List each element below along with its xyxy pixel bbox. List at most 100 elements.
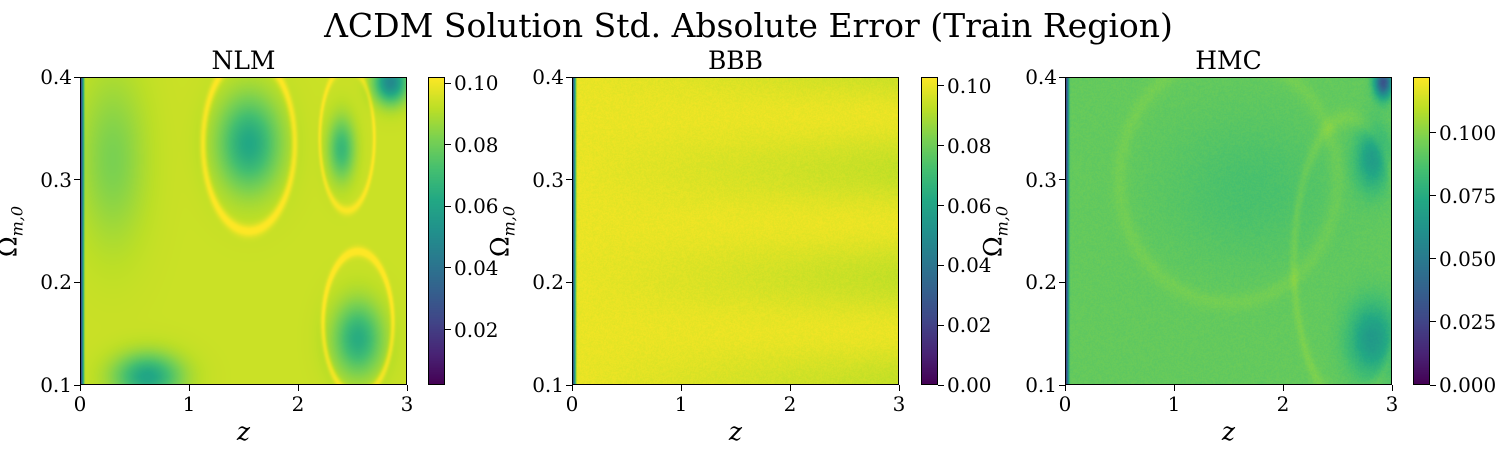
x-tick-mark <box>1064 385 1066 391</box>
colorbar-tick-label: 0.000 <box>1439 373 1497 397</box>
y-tick-mark <box>1059 384 1065 386</box>
colorbar-tick-mark <box>938 85 944 87</box>
colorbar-tick-label: 0.06 <box>454 194 499 219</box>
y-tick-mark <box>74 179 80 181</box>
colorbar-tick-mark <box>445 205 451 207</box>
y-tick-mark <box>566 281 572 283</box>
x-tick-label: 3 <box>1385 392 1399 416</box>
colorbar-tick-mark <box>1430 258 1436 260</box>
colorbar-tick-label: 0.04 <box>947 253 992 278</box>
y-axis-label-sub: m,0 <box>7 205 27 237</box>
y-axis-label-main: Ω <box>978 236 1008 258</box>
colorbar-tick-mark <box>938 384 944 386</box>
y-tick-mark <box>566 179 572 181</box>
x-tick-mark <box>898 385 900 391</box>
y-tick-label: 0.3 <box>532 167 564 192</box>
x-tick-mark <box>680 385 682 391</box>
y-tick-mark <box>1059 76 1065 78</box>
x-tick-label: 0 <box>1058 392 1072 416</box>
colorbar-tick-label: 0.075 <box>1439 183 1497 208</box>
y-tick-label: 0.4 <box>532 65 564 89</box>
y-axis-label-sub: m,0 <box>992 205 1012 237</box>
y-axis-label-main: Ω <box>485 236 515 258</box>
colorbar-tick-mark <box>1430 132 1436 134</box>
colorbar-tick-label: 0.025 <box>1439 309 1497 334</box>
x-tick-label: 1 <box>674 392 688 416</box>
colorbar-tick-mark <box>938 324 944 326</box>
y-tick-label: 0.1 <box>40 373 72 397</box>
y-tick-label: 0.4 <box>1025 65 1057 89</box>
panel-title: NLM <box>211 46 276 75</box>
colorbar-tick-mark <box>445 144 451 146</box>
colorbar-tick-mark <box>445 82 451 84</box>
colorbar <box>1413 77 1430 385</box>
colorbar-tick-label: 0.04 <box>454 255 499 280</box>
x-axis-label: z <box>236 417 251 446</box>
colorbar-tick-mark <box>1430 384 1436 386</box>
panel-title: HMC <box>1195 46 1262 75</box>
x-tick-mark <box>571 385 573 391</box>
heatmap-nlm <box>80 77 407 385</box>
x-tick-mark <box>406 385 408 391</box>
colorbar-tick-mark <box>938 264 944 266</box>
y-tick-label: 0.1 <box>1025 373 1057 397</box>
colorbar-tick-label: 0.10 <box>454 71 499 96</box>
colorbar-tick-label: 0.08 <box>947 133 992 158</box>
y-tick-label: 0.2 <box>1025 270 1057 295</box>
y-axis-label-sub: m,0 <box>499 205 519 237</box>
figure-title: ΛCDM Solution Std. Absolute Error (Train… <box>324 6 1173 45</box>
colorbar-tick-label: 0.08 <box>454 132 499 157</box>
colorbar-tick-label: 0.10 <box>947 73 992 98</box>
colorbar-tick-label: 0.06 <box>947 193 992 218</box>
x-tick-mark <box>1173 385 1175 391</box>
x-tick-label: 1 <box>1167 392 1181 416</box>
heatmap-hmc <box>1065 77 1392 385</box>
colorbar <box>921 77 938 385</box>
x-tick-mark <box>188 385 190 391</box>
colorbar-tick-mark <box>938 205 944 207</box>
y-tick-mark <box>74 76 80 78</box>
colorbar-tick-label: 0.02 <box>454 317 499 342</box>
x-tick-label: 2 <box>291 392 305 416</box>
y-tick-label: 0.4 <box>40 65 72 89</box>
x-tick-label: 1 <box>182 392 196 416</box>
x-tick-mark <box>1282 385 1284 391</box>
y-tick-label: 0.2 <box>532 270 564 295</box>
colorbar-tick-mark <box>445 329 451 331</box>
heatmap-bbb <box>572 77 899 385</box>
y-axis-label: Ωm,0 <box>979 192 1012 272</box>
x-tick-label: 2 <box>1276 392 1290 416</box>
colorbar <box>428 77 445 385</box>
y-tick-mark <box>1059 179 1065 181</box>
y-tick-label: 0.1 <box>532 373 564 397</box>
colorbar-tick-label: 0.100 <box>1439 120 1497 145</box>
colorbar-tick-mark <box>445 267 451 269</box>
x-axis-label: z <box>728 417 743 446</box>
colorbar-tick-mark <box>1430 195 1436 197</box>
x-tick-mark <box>1391 385 1393 391</box>
y-tick-label: 0.2 <box>40 270 72 295</box>
y-tick-mark <box>74 384 80 386</box>
y-axis-label: Ωm,0 <box>486 192 519 272</box>
x-tick-label: 3 <box>400 392 414 416</box>
x-tick-mark <box>79 385 81 391</box>
y-tick-mark <box>1059 281 1065 283</box>
colorbar-tick-mark <box>938 145 944 147</box>
y-tick-mark <box>566 76 572 78</box>
y-tick-mark <box>566 384 572 386</box>
colorbar-tick-label: 0.00 <box>947 373 992 397</box>
x-tick-label: 2 <box>783 392 797 416</box>
colorbar-tick-label: 0.050 <box>1439 246 1497 271</box>
panel-title: BBB <box>707 46 764 75</box>
x-tick-label: 0 <box>73 392 87 416</box>
y-axis-label-main: Ω <box>0 236 23 257</box>
x-tick-label: 0 <box>565 392 579 416</box>
y-tick-label: 0.3 <box>40 167 72 192</box>
y-axis-label: Ωm,0 <box>0 192 27 272</box>
colorbar-tick-mark <box>1430 321 1436 323</box>
x-axis-label: z <box>1221 417 1236 446</box>
x-tick-mark <box>297 385 299 391</box>
x-tick-label: 3 <box>892 392 906 416</box>
colorbar-tick-label: 0.02 <box>947 313 992 338</box>
